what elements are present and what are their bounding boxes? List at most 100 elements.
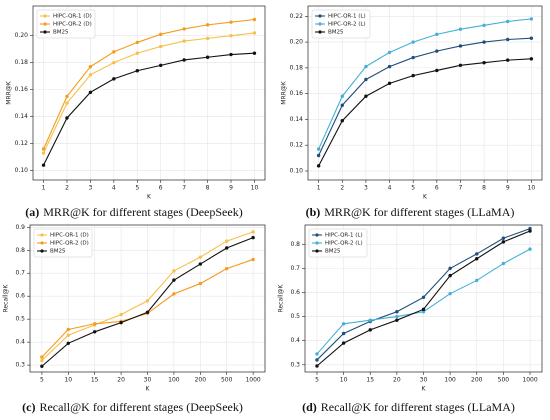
point xyxy=(448,266,452,271)
x-tick-label: 10 xyxy=(64,377,72,384)
point xyxy=(529,57,534,61)
y-tick-label: 0.12 xyxy=(15,140,29,147)
x-tick-label: 500 xyxy=(498,377,510,384)
point xyxy=(252,17,257,22)
y-tick-label: 0.18 xyxy=(290,64,304,71)
point xyxy=(225,239,229,243)
point xyxy=(66,327,70,332)
point xyxy=(395,314,399,319)
y-tick-label: 0.14 xyxy=(290,116,304,123)
x-tick-label: 500 xyxy=(221,377,233,384)
point xyxy=(501,261,506,266)
point xyxy=(506,37,510,42)
x-tick-label: 10 xyxy=(340,377,348,384)
x-axis-label: K xyxy=(422,386,427,393)
legend-marker xyxy=(40,241,44,245)
point xyxy=(252,51,257,55)
point xyxy=(65,116,69,120)
series-line xyxy=(43,32,255,154)
x-tick-label: 2 xyxy=(340,185,344,192)
x-tick-label: 2 xyxy=(65,185,69,192)
point xyxy=(172,292,176,296)
y-tick-label: 0.7 xyxy=(15,270,25,277)
point xyxy=(145,310,150,314)
legend-marker xyxy=(40,233,44,237)
point xyxy=(411,55,415,60)
point xyxy=(501,240,506,244)
point xyxy=(252,31,257,35)
y-tick-label: 0.22 xyxy=(290,13,304,20)
legend-marker xyxy=(43,22,47,26)
series-line xyxy=(318,58,532,167)
y-tick-label: 0.6 xyxy=(290,289,300,296)
x-tick-label: 5 xyxy=(315,377,319,384)
caption-text: Recall@K for different stages (DeepSeek) xyxy=(39,400,242,414)
x-tick-label: 30 xyxy=(144,377,152,384)
x-tick-label: 200 xyxy=(471,377,483,384)
caption: (b) MRR@K for different stages (LLaMA) xyxy=(306,205,515,219)
point xyxy=(112,60,116,65)
x-tick-label: 7 xyxy=(182,185,186,192)
x-axis-label: K xyxy=(147,194,152,201)
point xyxy=(119,312,123,317)
point xyxy=(92,322,97,326)
x-tick-label: 20 xyxy=(393,377,401,384)
x-tick-label: 9 xyxy=(229,185,233,192)
caption-label: (d) xyxy=(302,400,317,414)
plot-frame xyxy=(304,224,543,373)
y-tick-label: 0.20 xyxy=(15,32,29,39)
caption-text: MRR@K for different stages (DeepSeek) xyxy=(43,205,242,219)
point xyxy=(66,333,70,337)
point xyxy=(435,68,439,73)
point xyxy=(421,307,426,312)
x-tick-label: 100 xyxy=(168,377,180,384)
point xyxy=(229,33,233,38)
series-line xyxy=(318,37,532,156)
point xyxy=(316,153,321,158)
legend-label: BM25 xyxy=(328,30,344,36)
point xyxy=(65,94,69,99)
point xyxy=(229,52,233,57)
y-tick-label: 0.5 xyxy=(15,316,25,323)
point xyxy=(112,50,116,54)
x-tick-label: 5 xyxy=(135,185,139,192)
legend-box xyxy=(308,228,368,258)
point xyxy=(40,358,44,363)
legend-label: HIPC-QR-1 (D) xyxy=(50,233,89,239)
y-tick-label: 0.4 xyxy=(290,337,300,344)
point xyxy=(364,64,368,69)
x-tick-label: 20 xyxy=(117,377,125,384)
point xyxy=(251,257,255,262)
point xyxy=(251,230,255,234)
point xyxy=(448,273,452,278)
x-tick-label: 10 xyxy=(251,185,259,192)
point xyxy=(316,164,321,168)
x-tick-label: 5 xyxy=(411,185,415,192)
x-tick-label: 200 xyxy=(195,377,207,384)
x-tick-label: 5 xyxy=(40,377,44,384)
point xyxy=(528,247,532,251)
x-tick-label: 6 xyxy=(159,185,163,192)
x-tick-label: 1000 xyxy=(522,377,537,384)
y-tick-label: 0.14 xyxy=(15,113,29,120)
plot-frame xyxy=(307,5,543,181)
point xyxy=(88,64,93,69)
point xyxy=(315,352,319,356)
x-tick-label: 3 xyxy=(89,185,93,192)
legend-label: HIPC-QR-2 (D) xyxy=(50,241,89,247)
point xyxy=(198,255,203,259)
x-tick-label: 8 xyxy=(206,185,210,192)
point xyxy=(316,147,321,151)
point xyxy=(135,69,139,73)
point xyxy=(482,61,486,65)
point xyxy=(135,40,139,45)
point xyxy=(159,32,163,37)
x-tick-label: 8 xyxy=(482,185,486,192)
point xyxy=(395,310,399,314)
point xyxy=(172,278,176,282)
x-tick-label: 10 xyxy=(528,185,536,192)
point xyxy=(229,20,233,24)
caption-text: MRR@K for different stages (LLaMA) xyxy=(324,205,514,219)
x-tick-label: 6 xyxy=(435,185,439,192)
legend-label: HIPC-QR-1 (D) xyxy=(53,14,92,20)
